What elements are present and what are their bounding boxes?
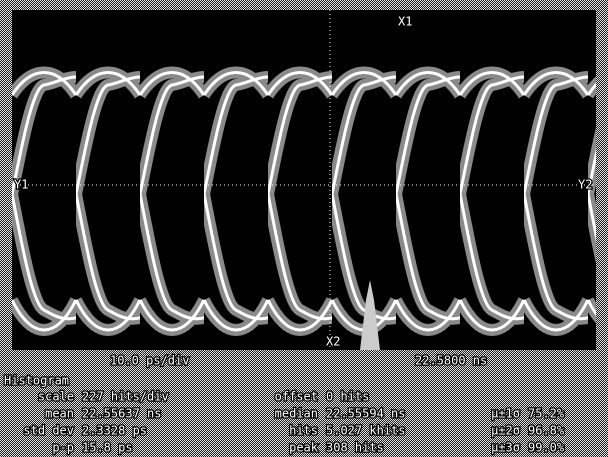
stat-value: 308 hits: [326, 441, 384, 455]
panel-title: Histogram: [4, 374, 69, 388]
stat-label: offset: [275, 390, 318, 404]
marker: X1: [398, 15, 412, 29]
timebase: 10.0 ps/div: [110, 354, 189, 368]
stat-label: p-p: [52, 441, 74, 455]
position: 22.5800 ns: [415, 354, 487, 368]
stat-value: 99.0%: [528, 441, 565, 455]
stat-label: median: [275, 407, 318, 421]
stat-label: mean: [45, 407, 74, 421]
scope-screen: 10.0 ps/div 22.5800 ns X1 X2 Y1 Y2 Histo…: [0, 0, 608, 457]
stat-label: std dev: [23, 424, 74, 438]
stat-value: 75.2%: [528, 407, 565, 421]
stat-label: µ±3σ: [491, 441, 520, 455]
stat-label: peak: [289, 441, 319, 455]
stat-value: 22.55594 ns: [326, 407, 405, 421]
marker: X2: [326, 335, 340, 349]
stat-value: 22.55637 ns: [82, 407, 161, 421]
stat-label: µ±2σ: [491, 424, 520, 438]
page: {"status_bar": {"scale": "10.0 ps/div", …: [0, 0, 608, 457]
stat-label: scale: [38, 390, 74, 404]
stat-value: 15.8 ps: [82, 441, 133, 455]
eye-diagram: [12, 10, 596, 350]
marker: Y1: [14, 178, 28, 192]
stat-value: 0 hits: [326, 390, 369, 404]
stat-label: hits: [289, 424, 318, 438]
stat-value: 96.8%: [528, 424, 565, 438]
marker: Y2: [578, 178, 592, 192]
stat-value: 2.3328 ps: [82, 424, 147, 438]
stat-label: µ±1σ: [491, 407, 520, 421]
stat-value: 227 hits/div: [82, 390, 169, 404]
status-bar: [0, 351, 608, 370]
stat-value: 5.027 khits: [326, 424, 405, 438]
